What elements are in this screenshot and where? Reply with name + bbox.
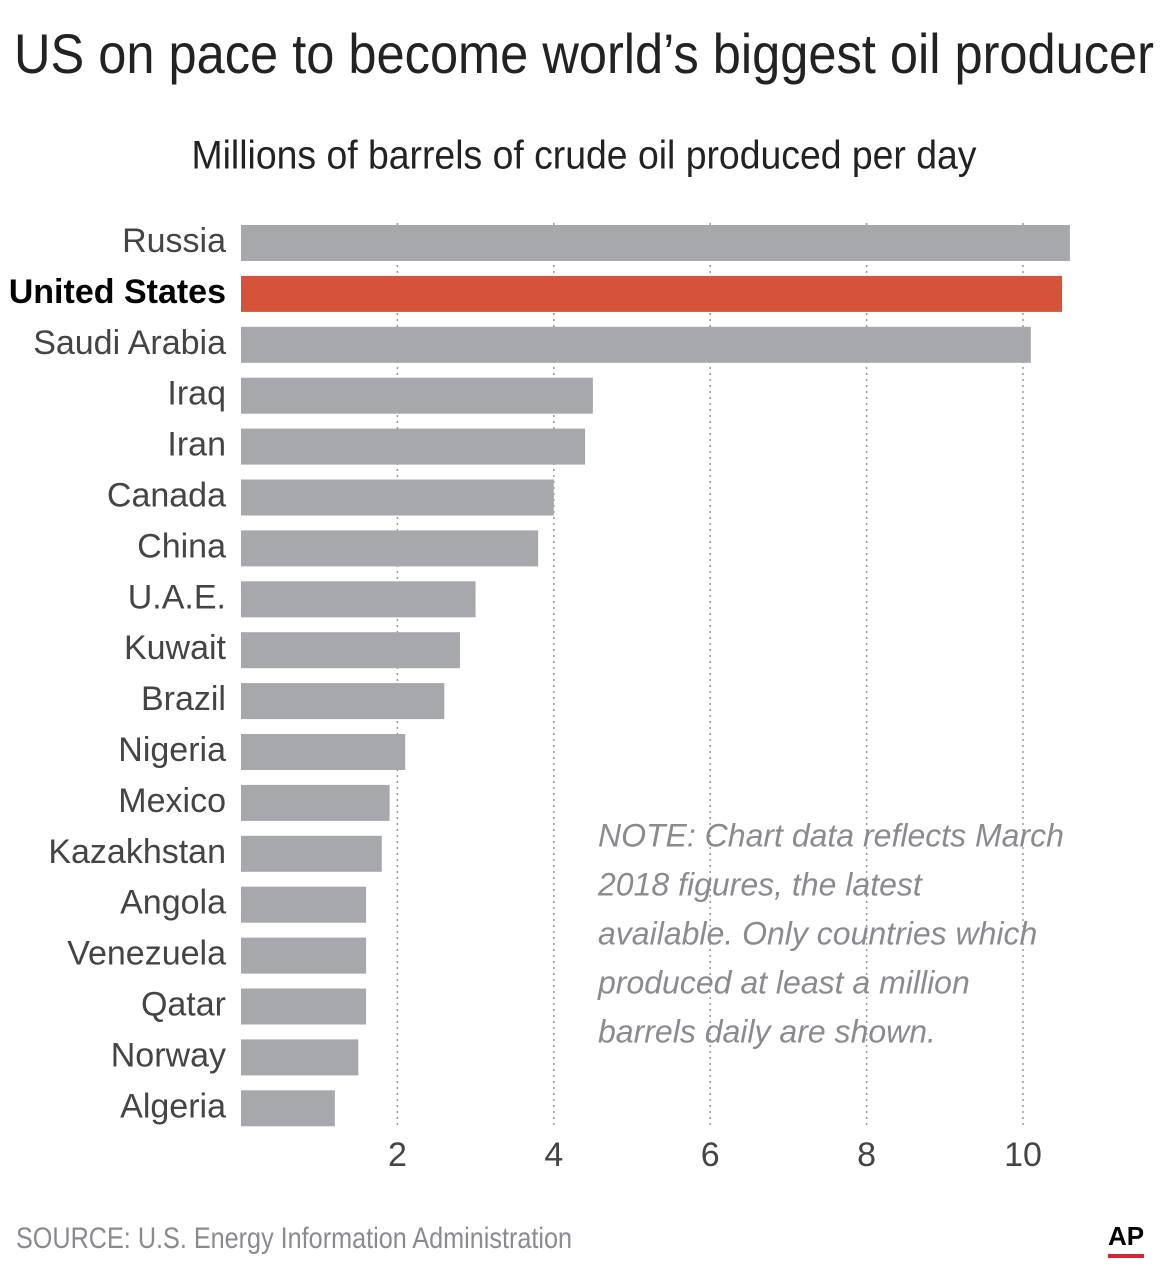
bar [241,784,390,821]
note-line: 2018 figures, the latest [597,866,923,902]
bar [241,581,476,618]
x-tick-label: 6 [701,1136,720,1174]
bar [241,479,554,516]
note-line: produced at least a million [597,964,970,1000]
note-line: available. Only countries which [598,915,1037,951]
bar [241,632,460,669]
credit-logo: AP [1108,1221,1144,1251]
y-tick-label: Mexico [118,782,226,820]
bar [241,1039,359,1076]
bar [241,835,382,872]
y-tick-label: Canada [107,476,226,514]
bar [241,988,367,1025]
bar [241,326,1031,363]
bar [241,225,1070,261]
bar [241,683,445,720]
x-tick-label: 4 [544,1136,563,1174]
y-tick-label: Russia [122,222,226,260]
y-tick-label: Venezuela [67,935,226,973]
x-tick-label: 10 [1004,1136,1042,1174]
y-tick-label: Saudi Arabia [33,324,226,362]
bar [241,530,539,567]
bar [241,937,367,974]
x-tick-label: 2 [388,1136,407,1174]
logo-underline [1108,1254,1144,1258]
y-tick-label: Norway [111,1036,226,1074]
chart-subtitle: Millions of barrels of crude oil produce… [192,134,977,178]
y-tick-label: Iraq [167,375,226,413]
bar [241,428,586,465]
x-tick-label: 8 [857,1136,876,1174]
bar [241,275,1063,312]
source: SOURCE: U.S. Energy Information Administ… [16,1222,572,1255]
y-tick-label: Brazil [141,680,226,718]
bar [241,377,593,414]
note-line: NOTE: Chart data reflects March [598,817,1064,853]
y-tick-label: United States [9,273,226,311]
chart-title: US on pace to become world’s biggest oil… [14,22,1154,85]
y-tick-label: Angola [120,884,226,922]
note-line: barrels daily are shown. [598,1013,936,1049]
bar [241,1090,335,1127]
bar [241,734,406,770]
bar [241,886,367,923]
y-tick-label: Kuwait [124,629,227,667]
y-tick-label: U.A.E. [128,578,226,616]
y-tick-label: Algeria [120,1087,226,1125]
y-tick-label: Kazakhstan [48,833,226,871]
y-tick-label: Qatar [141,985,226,1023]
y-tick-label: Nigeria [118,731,226,769]
y-tick-label: China [137,527,226,565]
y-tick-label: Iran [167,426,226,464]
